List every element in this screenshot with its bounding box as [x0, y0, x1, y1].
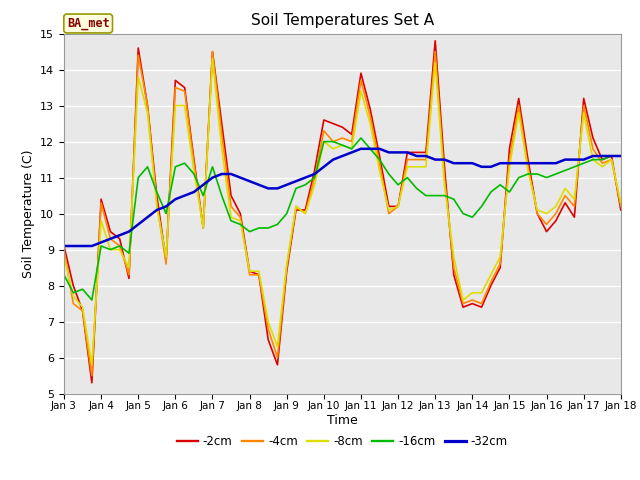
- Legend: -2cm, -4cm, -8cm, -16cm, -32cm: -2cm, -4cm, -8cm, -16cm, -32cm: [172, 430, 513, 453]
- X-axis label: Time: Time: [327, 414, 358, 427]
- Y-axis label: Soil Temperature (C): Soil Temperature (C): [22, 149, 35, 278]
- Title: Soil Temperatures Set A: Soil Temperatures Set A: [251, 13, 434, 28]
- Text: BA_met: BA_met: [67, 17, 109, 30]
